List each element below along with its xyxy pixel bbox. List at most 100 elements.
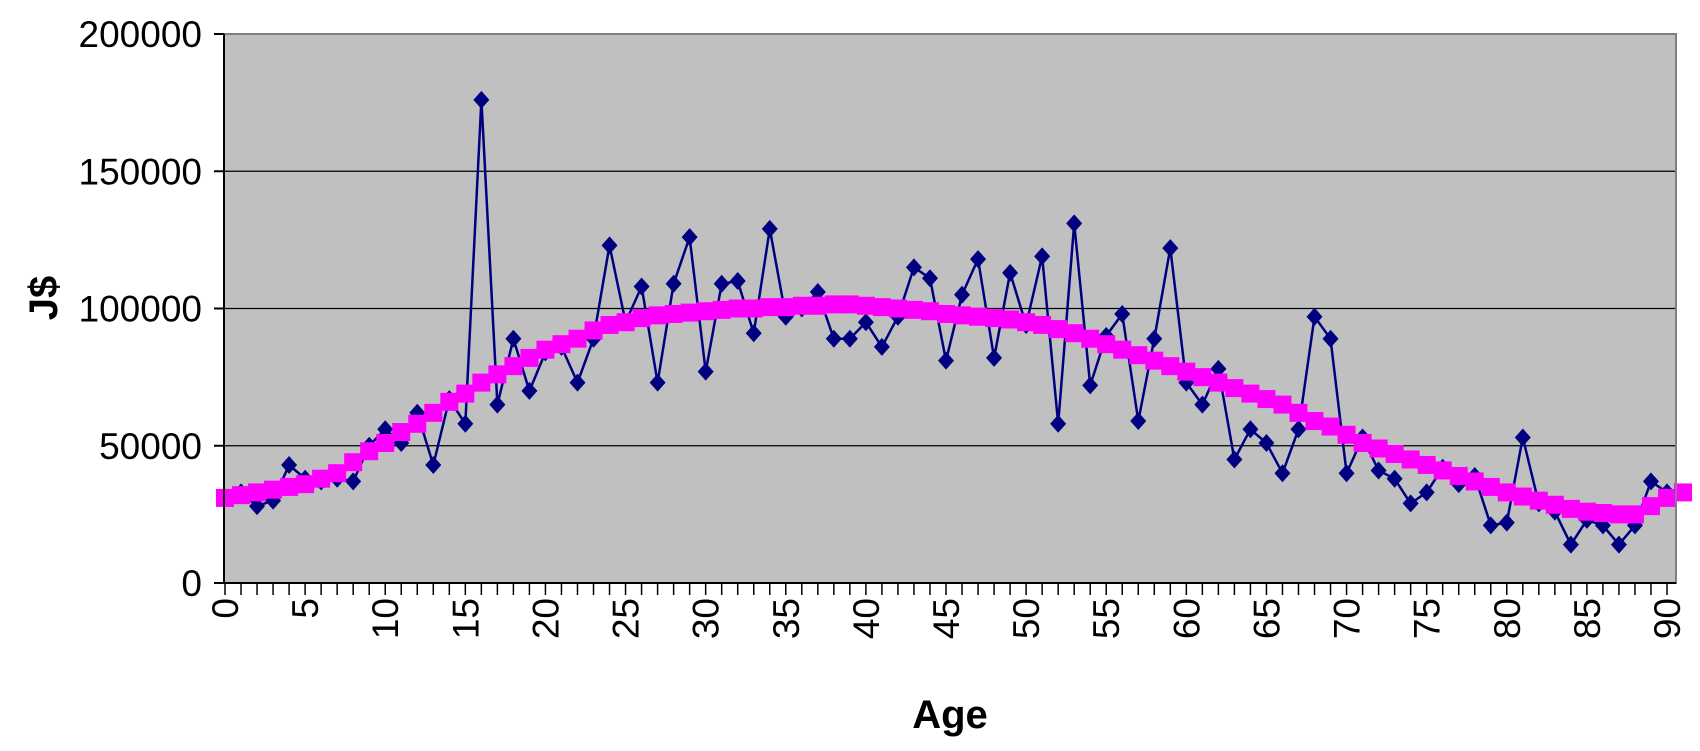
data-point bbox=[280, 477, 299, 496]
data-point bbox=[1353, 434, 1372, 453]
data-point bbox=[937, 304, 955, 323]
data-point bbox=[1209, 373, 1228, 392]
data-point bbox=[1370, 461, 1387, 480]
data-point bbox=[584, 321, 603, 340]
data-point bbox=[985, 309, 1004, 328]
data-point bbox=[504, 357, 523, 376]
data-point bbox=[488, 365, 507, 384]
data-point bbox=[312, 469, 331, 488]
data-point bbox=[360, 442, 379, 461]
data-point bbox=[1497, 483, 1516, 502]
data-point bbox=[681, 228, 698, 247]
data-point bbox=[633, 277, 650, 296]
x-tick-label: 25 bbox=[606, 598, 647, 639]
data-point bbox=[1049, 320, 1068, 339]
data-point bbox=[264, 480, 283, 499]
data-point bbox=[1514, 428, 1531, 447]
data-point bbox=[1017, 313, 1036, 332]
data-point bbox=[1097, 335, 1116, 354]
data-point bbox=[440, 392, 459, 411]
y-tick-label: 0 bbox=[181, 563, 202, 604]
data-point bbox=[1465, 472, 1484, 491]
data-point bbox=[696, 302, 715, 321]
data-point bbox=[1034, 247, 1051, 266]
data-point bbox=[1513, 487, 1532, 506]
data-point bbox=[1305, 412, 1324, 431]
data-point bbox=[472, 373, 491, 392]
data-point bbox=[345, 472, 362, 491]
data-point bbox=[1274, 464, 1291, 483]
data-point bbox=[970, 250, 987, 269]
data-point bbox=[1418, 483, 1435, 502]
x-tick-label: 15 bbox=[445, 598, 486, 639]
data-point bbox=[376, 434, 395, 453]
data-point bbox=[1481, 477, 1500, 496]
data-point bbox=[921, 269, 938, 288]
y-tick-labels: 0 50000 100000 150000 200000 bbox=[79, 14, 202, 604]
data-point bbox=[824, 295, 843, 314]
y-tick-label: 50000 bbox=[99, 426, 202, 467]
data-point bbox=[1082, 376, 1099, 395]
x-tick-label: 40 bbox=[846, 598, 887, 639]
data-point bbox=[456, 384, 475, 403]
data-point bbox=[1162, 239, 1179, 258]
series-layer bbox=[216, 90, 1693, 554]
data-point bbox=[505, 329, 522, 348]
data-point bbox=[954, 285, 971, 304]
data-point bbox=[1226, 450, 1243, 469]
data-point bbox=[1321, 417, 1340, 436]
data-point bbox=[1401, 450, 1420, 469]
data-point bbox=[1609, 505, 1628, 524]
data-point bbox=[792, 296, 811, 315]
x-tick-label: 0 bbox=[205, 598, 246, 619]
data-point bbox=[344, 453, 363, 472]
data-point bbox=[473, 90, 490, 109]
data-point bbox=[1402, 494, 1419, 513]
data-point bbox=[248, 483, 267, 502]
data-point bbox=[1545, 495, 1564, 514]
data-point bbox=[1001, 310, 1020, 329]
x-tick-label: 10 bbox=[365, 598, 406, 639]
data-point bbox=[920, 302, 939, 321]
data-point bbox=[1322, 329, 1339, 348]
data-point bbox=[1562, 535, 1579, 554]
data-point bbox=[1674, 483, 1693, 502]
data-point bbox=[713, 274, 730, 293]
data-point bbox=[249, 497, 266, 516]
x-tick-label: 65 bbox=[1246, 598, 1287, 639]
data-point bbox=[1129, 346, 1148, 365]
data-point bbox=[1433, 461, 1452, 480]
data-point bbox=[616, 313, 635, 332]
data-point bbox=[809, 283, 826, 302]
data-point bbox=[601, 236, 618, 255]
data-point bbox=[1369, 439, 1388, 458]
data-point bbox=[521, 381, 538, 400]
data-point bbox=[1065, 324, 1084, 343]
data-point bbox=[1449, 466, 1468, 485]
data-point bbox=[1273, 395, 1292, 414]
x-tick-label: 30 bbox=[686, 598, 727, 639]
x-tick-label: 35 bbox=[766, 598, 807, 639]
data-point bbox=[1177, 362, 1196, 381]
data-point bbox=[1498, 513, 1515, 532]
data-point bbox=[808, 296, 827, 315]
data-point bbox=[953, 306, 972, 325]
data-point bbox=[1529, 491, 1548, 510]
data-point bbox=[664, 304, 683, 323]
data-point bbox=[1210, 359, 1227, 378]
x-tick-label: 85 bbox=[1567, 598, 1608, 639]
y-tick-label: 100000 bbox=[79, 289, 202, 330]
data-point bbox=[904, 300, 923, 319]
data-point bbox=[728, 299, 747, 318]
data-point bbox=[281, 455, 298, 474]
data-point bbox=[552, 335, 571, 354]
data-point bbox=[1033, 315, 1052, 334]
data-point bbox=[632, 309, 651, 328]
x-tick-label: 60 bbox=[1166, 598, 1207, 639]
x-tick-label: 20 bbox=[525, 598, 566, 639]
data-point bbox=[536, 340, 555, 359]
data-point bbox=[1561, 499, 1580, 518]
data-point bbox=[232, 486, 251, 505]
data-point bbox=[520, 348, 539, 367]
data-point bbox=[840, 295, 859, 314]
